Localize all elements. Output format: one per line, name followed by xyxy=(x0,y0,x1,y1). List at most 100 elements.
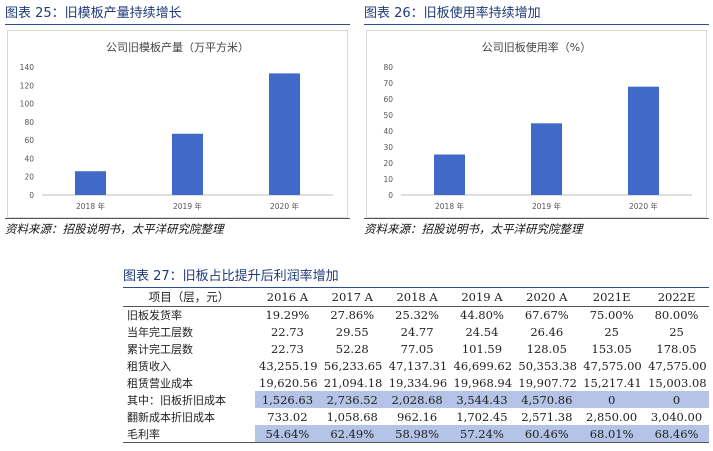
x-tick-label: 2020 年 xyxy=(270,201,299,211)
table-cell: 47,137.31 xyxy=(388,359,448,373)
table-cell: 1,058.68 xyxy=(326,409,378,424)
table-cell: 3,040.00 xyxy=(650,409,703,424)
chart-title: 公司旧模板产量（万平方米） xyxy=(106,40,249,54)
bar xyxy=(268,73,301,195)
table-cell: 54.64% xyxy=(255,425,320,444)
chart-title: 公司旧板使用率（%） xyxy=(482,40,591,54)
table-cell: 15,217.41 xyxy=(583,375,642,390)
table-cell: 24.54 xyxy=(465,325,499,340)
y-tick-label: 20 xyxy=(24,173,34,182)
table-cell: 56,233.65 xyxy=(323,359,383,373)
table-cell: 67.67% xyxy=(524,308,569,323)
right-chart-box: 公司旧板使用率（%） 0 10 20 30 40 50 60 70 80 2018 年 2019 年 2… xyxy=(366,30,707,218)
table-cell: 2,028.68 xyxy=(384,391,450,409)
table-cell: 62.49% xyxy=(319,425,385,444)
table-row: 租赁收入 43,255.19 56,233.65 47,137.31 46,699.62… xyxy=(123,358,709,375)
table-cell: 0 xyxy=(579,391,645,409)
table-cell: 27.86% xyxy=(330,308,375,323)
row-label: 旧板发货率 xyxy=(127,309,182,323)
left-bar-chart: 公司旧模板产量（万平方米） 0 20 40 60 80 100 120 140 2018 年 201… xyxy=(20,40,333,211)
y-tick-label: 30 xyxy=(383,143,393,152)
y-tick-label: 70 xyxy=(383,79,393,88)
bar xyxy=(171,133,204,195)
table-cell: 26.46 xyxy=(530,325,564,340)
x-tick-label: 2020 年 xyxy=(629,201,658,211)
table-cell: 19,620.56 xyxy=(259,375,318,390)
left-figure: 图表 25：旧模板产量持续增长 公司旧模板产量（万平方米） 0 20 40 60 80 10… xyxy=(5,4,350,236)
bar xyxy=(627,86,660,195)
table-cell: 733.02 xyxy=(267,409,308,424)
table-cell: 22.73 xyxy=(270,342,304,357)
y-tick-label: 40 xyxy=(383,127,393,136)
table-cell: 80.00% xyxy=(654,308,699,323)
table-cell: 25 xyxy=(604,325,619,340)
header-cell: 2016 A xyxy=(255,289,320,307)
table-cell: 962.16 xyxy=(396,409,438,424)
table-cell: 1,526.63 xyxy=(255,391,320,409)
header-cell: 2021E xyxy=(579,289,645,307)
x-tick-label: 2019 年 xyxy=(173,201,202,211)
bar xyxy=(74,171,107,195)
y-tick-label: 0 xyxy=(29,191,34,200)
y-tick-label: 100 xyxy=(20,100,35,109)
table-cell: 57.24% xyxy=(449,425,515,444)
table-figure-title: 图表 27：旧板占比提升后利润率增加 xyxy=(123,267,709,288)
y-tick-label: 0 xyxy=(388,191,393,200)
header-cell: 2020 A xyxy=(514,289,580,307)
table-cell: 46,699.62 xyxy=(453,359,513,373)
data-table: 项目（层，元） 2016 A 2017 A 2018 A 2019 A 2020… xyxy=(123,289,709,444)
table-cell: 52.28 xyxy=(335,342,369,357)
table-row: 翻新成本折旧成本 733.02 1,058.68 962.16 1,702.45 2,57… xyxy=(123,408,709,425)
left-chart-box: 公司旧模板产量（万平方米） 0 20 40 60 80 100 120 140 2018 年 201… xyxy=(7,30,348,218)
table-header-row: 项目（层，元） 2016 A 2017 A 2018 A 2019 A 2020… xyxy=(123,289,709,307)
table-cell: 47,575.00 xyxy=(583,359,642,373)
table-cell: 68.01% xyxy=(579,425,645,444)
row-label: 租赁收入 xyxy=(127,360,171,373)
y-tick-label: 60 xyxy=(24,136,34,145)
right-figure-title: 图表 26：旧板使用率持续增加 xyxy=(364,4,709,25)
table-cell: 19,334.96 xyxy=(388,375,448,390)
row-label: 累计完工层数 xyxy=(127,343,193,357)
table-cell: 75.00% xyxy=(589,308,634,323)
row-label: 毛利率 xyxy=(123,425,255,444)
y-tick-label: 120 xyxy=(20,81,35,90)
table-cell: 21,094.18 xyxy=(323,375,383,390)
table-cell: 101.59 xyxy=(461,342,503,357)
header-cell: 2018 A xyxy=(384,289,450,307)
right-bar-chart: 公司旧板使用率（%） 0 10 20 30 40 50 60 70 80 2018 年 2019 年 2… xyxy=(383,40,692,211)
table-row: 当年完工层数 22.73 29.55 24.77 24.54 26.46 25 25 xyxy=(123,324,709,341)
table-cell: 58.98% xyxy=(384,425,450,444)
y-tick-label: 10 xyxy=(383,175,393,184)
header-cell: 2022E xyxy=(644,289,709,307)
table-cell: 153.05 xyxy=(591,342,632,357)
bar xyxy=(530,123,563,195)
y-tick-label: 20 xyxy=(383,159,393,168)
row-label: 其中：旧板折旧成本 xyxy=(127,393,226,407)
table-cell: 24.77 xyxy=(400,325,434,340)
table-cell: 19,907.72 xyxy=(518,375,577,390)
table-cell: 44.80% xyxy=(460,308,504,323)
table-cell: 19,968.94 xyxy=(453,375,513,390)
left-figure-title: 图表 25：旧模板产量持续增长 xyxy=(5,4,350,25)
y-tick-label: 80 xyxy=(383,63,393,72)
left-figure-source: 资料来源：招股说明书，太平洋研究院整理 xyxy=(5,218,350,237)
table-cell: 47,575.00 xyxy=(648,359,707,373)
table-row: 毛利率 54.64% 62.49% 58.98% 57.24% 60.46% 68.01% 6… xyxy=(123,425,709,444)
header-cell: 项目（层，元） xyxy=(123,289,255,307)
table-cell: 178.05 xyxy=(656,342,697,357)
table-row: 旧板发货率 19.29% 27.86% 25.32% 44.80% 67.67% 75.00… xyxy=(123,306,709,323)
y-tick-label: 60 xyxy=(383,95,393,104)
table-cell: 15,003.08 xyxy=(648,375,707,390)
header-cell: 2019 A xyxy=(449,289,515,307)
right-figure: 图表 26：旧板使用率持续增加 公司旧板使用率（%） 0 10 20 30 40 50 60 7… xyxy=(364,4,709,236)
table-cell: 2,736.52 xyxy=(319,391,385,409)
y-tick-label: 80 xyxy=(24,118,34,127)
table-row: 累计完工层数 22.73 52.28 77.05 101.59 128.05 153.05 1… xyxy=(123,341,709,358)
table-cell: 60.46% xyxy=(514,425,580,444)
table-cell: 68.46% xyxy=(644,425,709,444)
table-cell: 3,544.43 xyxy=(449,391,515,409)
table-cell: 1,702.45 xyxy=(456,409,508,424)
table-cell: 25 xyxy=(669,325,684,340)
table-cell: 0 xyxy=(644,391,709,409)
table-cell: 29.55 xyxy=(335,325,369,340)
